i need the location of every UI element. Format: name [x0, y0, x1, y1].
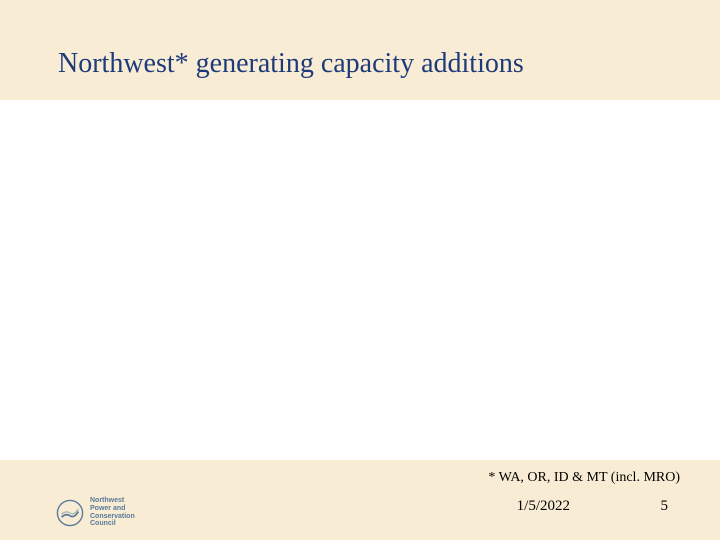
logo-mark-icon	[56, 499, 84, 527]
chart-placeholder	[0, 100, 720, 460]
slide-date: 1/5/2022	[517, 498, 570, 515]
footnote-text: * WA, OR, ID & MT (incl. MRO)	[488, 470, 680, 486]
logo-line4: Council	[90, 520, 135, 528]
logo-line3: Conservation	[90, 513, 135, 521]
logo-line2: Power and	[90, 505, 135, 513]
slide-title: Northwest* generating capacity additions	[58, 48, 524, 80]
logo-text: Northwest Power and Conservation Council	[90, 497, 135, 528]
logo-line1: Northwest	[90, 497, 135, 505]
footer-logo: Northwest Power and Conservation Council	[56, 497, 135, 528]
page-number: 5	[661, 498, 669, 515]
